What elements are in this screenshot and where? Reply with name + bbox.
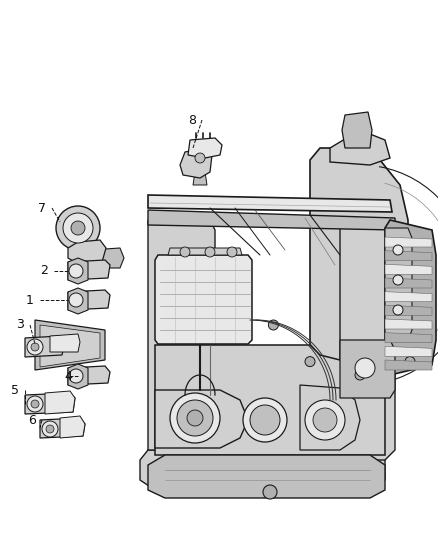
Polygon shape bbox=[40, 325, 100, 367]
Polygon shape bbox=[148, 210, 395, 230]
Circle shape bbox=[268, 320, 279, 330]
Circle shape bbox=[227, 247, 237, 257]
Polygon shape bbox=[385, 251, 432, 261]
Polygon shape bbox=[148, 195, 392, 212]
Circle shape bbox=[46, 425, 54, 433]
Polygon shape bbox=[155, 390, 248, 448]
Circle shape bbox=[305, 357, 315, 367]
Polygon shape bbox=[45, 391, 75, 414]
Polygon shape bbox=[385, 305, 432, 316]
Polygon shape bbox=[25, 336, 65, 357]
Polygon shape bbox=[168, 248, 242, 255]
Circle shape bbox=[170, 393, 220, 443]
Text: 1: 1 bbox=[26, 294, 34, 306]
Circle shape bbox=[393, 245, 403, 255]
Circle shape bbox=[69, 264, 83, 278]
Circle shape bbox=[305, 400, 345, 440]
Text: 2: 2 bbox=[40, 264, 48, 278]
Circle shape bbox=[63, 213, 93, 243]
Circle shape bbox=[393, 305, 403, 315]
Circle shape bbox=[355, 370, 365, 380]
Polygon shape bbox=[385, 237, 432, 247]
Circle shape bbox=[187, 410, 203, 426]
Text: 3: 3 bbox=[16, 319, 24, 332]
Polygon shape bbox=[310, 148, 408, 398]
Circle shape bbox=[56, 206, 100, 250]
Circle shape bbox=[263, 485, 277, 499]
Text: 4: 4 bbox=[64, 369, 72, 383]
Circle shape bbox=[180, 247, 190, 257]
Polygon shape bbox=[25, 393, 75, 414]
Polygon shape bbox=[35, 320, 105, 370]
Polygon shape bbox=[385, 228, 412, 340]
Polygon shape bbox=[340, 220, 395, 460]
Polygon shape bbox=[50, 334, 80, 352]
Polygon shape bbox=[342, 112, 372, 148]
Circle shape bbox=[42, 421, 58, 437]
Polygon shape bbox=[68, 288, 88, 314]
Polygon shape bbox=[68, 240, 106, 265]
Circle shape bbox=[243, 398, 287, 442]
Circle shape bbox=[31, 400, 39, 408]
Polygon shape bbox=[155, 345, 385, 455]
Text: 8: 8 bbox=[188, 114, 196, 126]
Polygon shape bbox=[68, 364, 88, 389]
Circle shape bbox=[69, 369, 83, 383]
Polygon shape bbox=[68, 258, 88, 284]
Text: 6: 6 bbox=[28, 414, 36, 426]
Circle shape bbox=[250, 405, 280, 435]
Polygon shape bbox=[140, 450, 385, 490]
Circle shape bbox=[69, 293, 83, 307]
Circle shape bbox=[355, 358, 375, 378]
Polygon shape bbox=[385, 319, 432, 329]
Polygon shape bbox=[385, 278, 432, 288]
Polygon shape bbox=[385, 360, 432, 370]
Polygon shape bbox=[385, 220, 436, 375]
Polygon shape bbox=[385, 346, 432, 357]
Circle shape bbox=[205, 247, 215, 257]
Polygon shape bbox=[60, 416, 85, 438]
Polygon shape bbox=[148, 455, 385, 498]
Circle shape bbox=[195, 153, 205, 163]
Polygon shape bbox=[68, 366, 110, 385]
Polygon shape bbox=[68, 260, 110, 280]
Circle shape bbox=[313, 408, 337, 432]
Circle shape bbox=[27, 339, 43, 355]
Polygon shape bbox=[385, 333, 432, 343]
Text: 7: 7 bbox=[38, 201, 46, 214]
Polygon shape bbox=[385, 264, 432, 274]
Polygon shape bbox=[188, 138, 222, 158]
Polygon shape bbox=[68, 290, 110, 310]
Circle shape bbox=[177, 400, 213, 436]
Polygon shape bbox=[40, 418, 85, 438]
Polygon shape bbox=[90, 248, 124, 268]
Circle shape bbox=[71, 221, 85, 235]
Polygon shape bbox=[340, 340, 395, 398]
Circle shape bbox=[405, 357, 415, 367]
Polygon shape bbox=[155, 255, 252, 344]
Polygon shape bbox=[180, 148, 212, 178]
Circle shape bbox=[31, 343, 39, 351]
Circle shape bbox=[27, 396, 43, 412]
Circle shape bbox=[393, 275, 403, 285]
Polygon shape bbox=[193, 172, 207, 185]
Polygon shape bbox=[330, 130, 390, 165]
Polygon shape bbox=[385, 292, 432, 302]
Polygon shape bbox=[300, 385, 360, 450]
Text: 5: 5 bbox=[11, 384, 19, 397]
Polygon shape bbox=[148, 220, 215, 450]
